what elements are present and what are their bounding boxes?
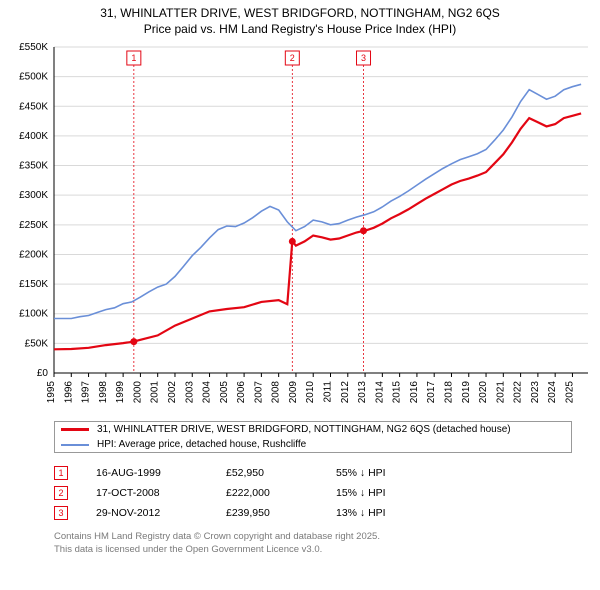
svg-text:£0: £0 [37, 368, 49, 379]
footer-line-1: Contains HM Land Registry data © Crown c… [54, 531, 572, 543]
footer-line-2: This data is licensed under the Open Gov… [54, 544, 572, 556]
svg-text:2001: 2001 [150, 381, 161, 404]
svg-text:£500K: £500K [19, 72, 48, 83]
svg-text:£550K: £550K [19, 43, 48, 53]
svg-text:2024: 2024 [547, 381, 558, 404]
svg-text:1996: 1996 [63, 381, 74, 404]
legend-row: 31, WHINLATTER DRIVE, WEST BRIDGFORD, NO… [55, 422, 571, 437]
sale-hpi-delta: 13% ↓ HPI [336, 507, 446, 519]
svg-text:2011: 2011 [323, 381, 334, 403]
svg-text:2018: 2018 [443, 381, 454, 404]
svg-text:2005: 2005 [219, 381, 230, 404]
sales-row: 3 29-NOV-2012 £239,950 13% ↓ HPI [54, 503, 572, 523]
marker-box-icon: 1 [54, 466, 68, 480]
svg-text:£450K: £450K [19, 101, 48, 112]
legend: 31, WHINLATTER DRIVE, WEST BRIDGFORD, NO… [54, 421, 572, 453]
sales-row: 2 17-OCT-2008 £222,000 15% ↓ HPI [54, 483, 572, 503]
svg-text:£100K: £100K [19, 309, 48, 320]
sales-row: 1 16-AUG-1999 £52,950 55% ↓ HPI [54, 463, 572, 483]
svg-text:2015: 2015 [392, 381, 403, 404]
marker-box-icon: 2 [54, 486, 68, 500]
svg-text:1998: 1998 [98, 381, 109, 404]
svg-text:3: 3 [361, 53, 366, 63]
svg-text:£250K: £250K [19, 220, 48, 231]
chart-area: £0 £50K £100K £150K £200K £250K £300K £350K £400… [4, 43, 596, 413]
title-line-1: 31, WHINLATTER DRIVE, WEST BRIDGFORD, NO… [4, 6, 596, 22]
svg-text:2010: 2010 [305, 381, 316, 404]
legend-row: HPI: Average price, detached house, Rush… [55, 437, 571, 452]
title-block: 31, WHINLATTER DRIVE, WEST BRIDGFORD, NO… [4, 4, 596, 43]
marker-box-icon: 3 [54, 506, 68, 520]
legend-label: HPI: Average price, detached house, Rush… [97, 439, 306, 450]
legend-swatch-blue [61, 444, 89, 446]
sale-date: 29-NOV-2012 [96, 507, 226, 519]
svg-text:1999: 1999 [115, 381, 126, 404]
svg-text:2012: 2012 [340, 381, 351, 404]
svg-text:£50K: £50K [25, 339, 49, 350]
svg-text:2006: 2006 [236, 381, 247, 404]
svg-text:2013: 2013 [357, 381, 368, 404]
svg-text:£200K: £200K [19, 250, 48, 261]
sale-hpi-delta: 15% ↓ HPI [336, 487, 446, 499]
svg-text:2017: 2017 [426, 381, 437, 404]
sale-price: £52,950 [226, 467, 336, 479]
legend-label: 31, WHINLATTER DRIVE, WEST BRIDGFORD, NO… [97, 424, 511, 435]
svg-text:1: 1 [131, 53, 136, 63]
footer: Contains HM Land Registry data © Crown c… [54, 531, 572, 556]
sale-date: 17-OCT-2008 [96, 487, 226, 499]
svg-text:2003: 2003 [184, 381, 195, 404]
sale-hpi-delta: 55% ↓ HPI [336, 467, 446, 479]
svg-text:2007: 2007 [253, 381, 264, 404]
legend-swatch-red [61, 428, 89, 431]
title-line-2: Price paid vs. HM Land Registry's House … [4, 22, 596, 38]
svg-text:£300K: £300K [19, 190, 48, 201]
svg-text:2023: 2023 [530, 381, 541, 404]
svg-text:2002: 2002 [167, 381, 178, 404]
sale-price: £222,000 [226, 487, 336, 499]
svg-text:1997: 1997 [81, 381, 92, 404]
svg-text:1995: 1995 [46, 381, 57, 404]
svg-text:2019: 2019 [461, 381, 472, 404]
svg-text:2021: 2021 [495, 381, 506, 404]
sale-date: 16-AUG-1999 [96, 467, 226, 479]
svg-text:2025: 2025 [564, 381, 575, 404]
svg-text:£400K: £400K [19, 131, 48, 142]
svg-text:2004: 2004 [202, 381, 213, 404]
sale-price: £239,950 [226, 507, 336, 519]
svg-text:2020: 2020 [478, 381, 489, 404]
chart-svg: £0 £50K £100K £150K £200K £250K £300K £350K £400… [4, 43, 596, 413]
svg-text:2009: 2009 [288, 381, 299, 404]
svg-text:2022: 2022 [513, 381, 524, 404]
svg-text:£350K: £350K [19, 161, 48, 172]
svg-text:2014: 2014 [374, 381, 385, 404]
svg-text:2008: 2008 [271, 381, 282, 404]
svg-text:2: 2 [290, 53, 295, 63]
svg-text:2016: 2016 [409, 381, 420, 404]
sales-table: 1 16-AUG-1999 £52,950 55% ↓ HPI 2 17-OCT… [54, 463, 572, 523]
svg-text:£150K: £150K [19, 279, 48, 290]
chart-container: 31, WHINLATTER DRIVE, WEST BRIDGFORD, NO… [0, 0, 600, 590]
svg-text:2000: 2000 [132, 381, 143, 404]
